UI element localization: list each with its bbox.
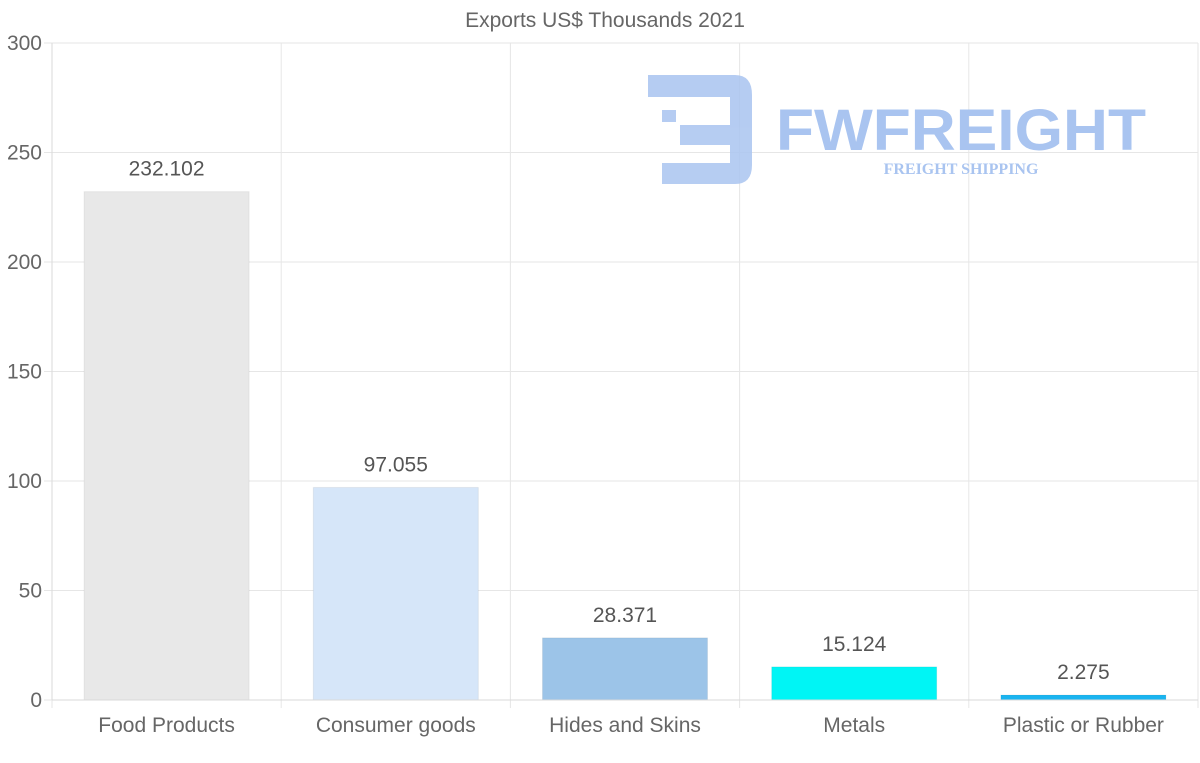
watermark-brand: FWFREIGHT — [776, 98, 1146, 163]
y-tick-label: 50 — [19, 580, 42, 603]
bar — [541, 637, 709, 701]
axes: 0 50 100 150 200 250 300 Food Products Consumer … — [7, 32, 1198, 737]
x-category-label: Consumer goods — [316, 714, 476, 737]
bar-value-label: 97.055 — [364, 453, 428, 476]
chart-title: Exports US$ Thousands 2021 — [465, 9, 745, 32]
y-tick-label: 150 — [7, 361, 42, 384]
fw-logo-icon — [648, 75, 752, 184]
x-category-label: Hides and Skins — [549, 714, 701, 737]
y-tick-label: 0 — [30, 689, 42, 712]
y-tick-label: 250 — [7, 142, 42, 165]
bar-value-label: 232.102 — [129, 158, 205, 181]
watermark-tagline: FREIGHT SHIPPING — [884, 161, 1039, 178]
bars: 232.102 97.055 28.371 15.124 2.275 — [83, 158, 1167, 701]
x-category-label: Metals — [823, 714, 885, 737]
y-tick-label: 300 — [7, 32, 42, 55]
bar — [1000, 694, 1167, 701]
bar-value-label: 2.275 — [1057, 661, 1110, 684]
y-tick-label: 200 — [7, 251, 42, 274]
bar — [771, 666, 938, 701]
watermark-logo: FWFREIGHT FREIGHT SHIPPING — [648, 75, 1146, 184]
bar — [312, 486, 479, 701]
x-category-label: Food Products — [98, 714, 235, 737]
x-category-label: Plastic or Rubber — [1003, 714, 1164, 737]
bar — [83, 191, 250, 701]
bar-value-label: 15.124 — [822, 633, 887, 656]
y-tick-label: 100 — [7, 470, 42, 493]
bar-value-label: 28.371 — [593, 604, 657, 627]
